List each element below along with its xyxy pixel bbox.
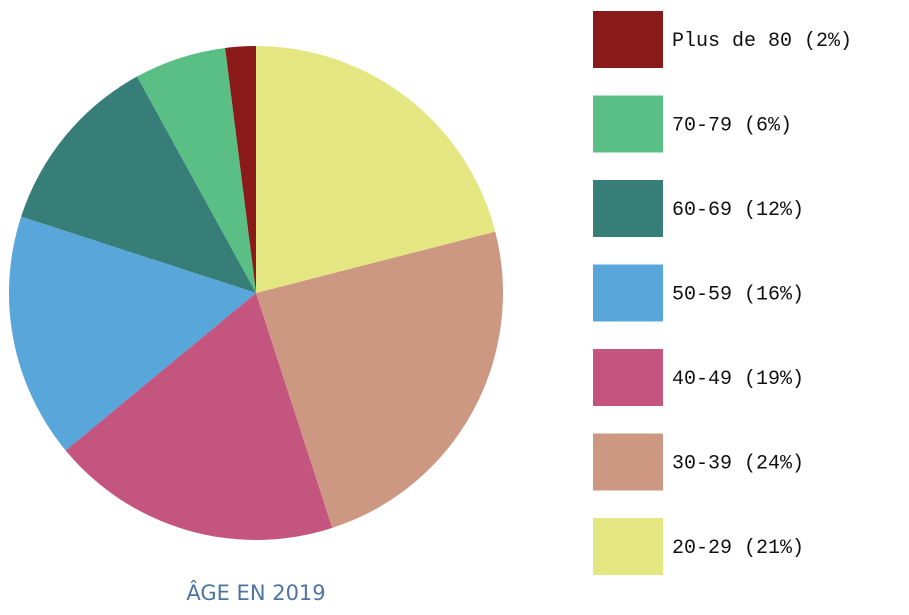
legend-category: 70-79 [672, 115, 732, 138]
legend-swatch [593, 349, 663, 406]
chart-title: ÂGE EN 2019 [186, 580, 325, 605]
legend-gap [732, 199, 744, 222]
legend-value: (24%) [744, 453, 804, 476]
pie-slice [256, 231, 504, 528]
legend-label: 70-79 (6%) [672, 115, 792, 138]
pie-slice [65, 293, 333, 540]
legend-gap [792, 30, 804, 53]
legend-label: 40-49 (19%) [672, 368, 804, 391]
legend-category: 20-29 [672, 537, 732, 560]
legend-swatch [593, 95, 663, 153]
legend-value: (19%) [744, 368, 804, 391]
legend-swatch [593, 180, 663, 237]
legend-swatch [593, 433, 663, 491]
legend-category: 60-69 [672, 199, 732, 222]
legend-category: 30-39 [672, 453, 732, 476]
legend-category: 50-59 [672, 284, 732, 307]
pie-slice [225, 46, 256, 293]
pie-slice [256, 46, 496, 293]
legend-value: (6%) [744, 115, 792, 138]
legend-value: (21%) [744, 537, 804, 560]
legend-swatch [593, 11, 663, 68]
legend-label: 60-69 (12%) [672, 199, 804, 222]
legend-category: 40-49 [672, 368, 732, 391]
legend-category: Plus de 80 [672, 30, 792, 53]
legend-gap [732, 537, 744, 560]
legend-value: (12%) [744, 199, 804, 222]
legend-value: (16%) [744, 284, 804, 307]
legend-value: (2%) [804, 30, 852, 53]
legend-label: 50-59 (16%) [672, 284, 804, 307]
pie-slice [21, 76, 257, 294]
legend-label: 30-39 (24%) [672, 453, 804, 476]
legend-gap [732, 284, 744, 307]
legend-gap [732, 453, 744, 476]
legend-swatch [593, 518, 663, 575]
legend-label: 20-29 (21%) [672, 537, 804, 560]
pie-slice [9, 216, 257, 451]
legend-swatch [593, 264, 663, 322]
legend-label: Plus de 80 (2%) [672, 30, 852, 53]
legend-gap [732, 368, 744, 391]
legend-gap [732, 115, 744, 138]
pie-slice [137, 47, 256, 294]
